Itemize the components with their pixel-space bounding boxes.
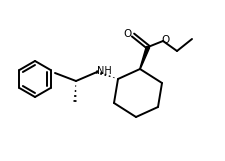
Text: O: O xyxy=(161,35,169,45)
Text: NH: NH xyxy=(97,66,111,76)
Polygon shape xyxy=(140,46,150,69)
Text: O: O xyxy=(123,29,131,39)
